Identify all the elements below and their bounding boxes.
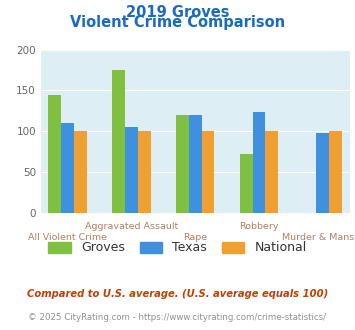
Text: Aggravated Assault: Aggravated Assault [85, 222, 178, 231]
Text: Murder & Mans...: Murder & Mans... [282, 233, 355, 242]
Bar [49, 95, 61, 213]
Bar [317, 133, 329, 213]
Bar [329, 131, 342, 213]
Bar [176, 115, 189, 213]
Text: © 2025 CityRating.com - https://www.cityrating.com/crime-statistics/: © 2025 CityRating.com - https://www.city… [28, 313, 327, 322]
Bar [61, 123, 74, 213]
Bar [189, 115, 202, 213]
Bar [240, 154, 253, 213]
Bar [202, 131, 214, 213]
Bar [74, 131, 87, 213]
Bar [253, 113, 266, 213]
Bar [138, 131, 151, 213]
Text: Robbery: Robbery [239, 222, 279, 231]
Text: Compared to U.S. average. (U.S. average equals 100): Compared to U.S. average. (U.S. average … [27, 289, 328, 299]
Text: All Violent Crime: All Violent Crime [28, 233, 107, 242]
Bar [266, 131, 278, 213]
Text: Violent Crime Comparison: Violent Crime Comparison [70, 15, 285, 30]
Text: 2019 Groves: 2019 Groves [126, 5, 229, 20]
Legend: Groves, Texas, National: Groves, Texas, National [43, 236, 312, 259]
Text: Rape: Rape [183, 233, 207, 242]
Bar [112, 70, 125, 213]
Bar [125, 127, 138, 213]
